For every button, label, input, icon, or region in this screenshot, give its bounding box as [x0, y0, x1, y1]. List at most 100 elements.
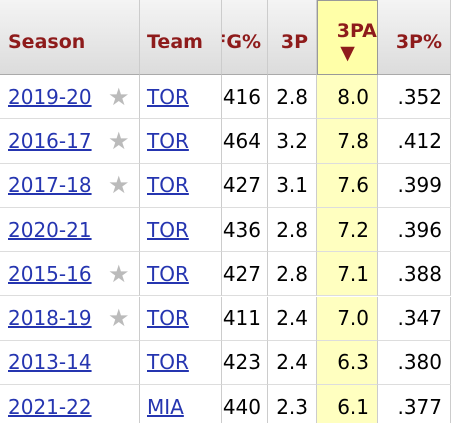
table-cell: .411 — [222, 296, 268, 341]
header-cell[interactable]: 3P% — [378, 0, 451, 75]
table-cell: MIA — [140, 385, 222, 423]
table-cell: 2.8 — [268, 252, 317, 297]
table-cell: .388 — [378, 252, 451, 297]
header-cell[interactable]: 3PA ▼ — [317, 0, 378, 75]
table-cell: .427 — [222, 163, 268, 208]
table-cell: 2020-21 — [0, 207, 140, 253]
stat-value: .399 — [397, 173, 442, 198]
stat-value: .412 — [397, 128, 442, 153]
stat-value: 7.2 — [337, 217, 369, 242]
season-link[interactable]: 2018-19 — [8, 306, 92, 331]
team-link[interactable]: TOR — [147, 350, 189, 375]
table-cell: TOR — [140, 75, 222, 120]
stat-value: 7.1 — [337, 261, 369, 286]
table-cell: 7.0 — [317, 296, 378, 341]
season-link[interactable]: 2021-22 — [8, 394, 92, 419]
team-link[interactable]: TOR — [147, 217, 189, 242]
stat-value: 2.8 — [276, 261, 308, 286]
season-link[interactable]: 2019-20 — [8, 84, 92, 109]
stat-value: 2.4 — [276, 350, 308, 375]
table-cell: 7.8 — [317, 119, 378, 164]
table-cell: 7.1 — [317, 252, 378, 297]
season-link[interactable]: 2016-17 — [8, 128, 92, 153]
stat-value: 7.6 — [337, 173, 369, 198]
table-cell: 2.3 — [268, 385, 317, 423]
table-cell: 3.1 — [268, 163, 317, 208]
header-cell[interactable]: Season — [0, 0, 140, 75]
stat-value: .352 — [397, 84, 442, 109]
stat-value: 7.0 — [337, 306, 369, 331]
table-cell: 2.8 — [268, 207, 317, 253]
stat-value: 6.1 — [337, 394, 369, 419]
all-star-icon: ★ — [108, 82, 130, 111]
table-cell: 8.0 — [317, 75, 378, 120]
table-cell: .380 — [378, 340, 451, 386]
stat-value: .427 — [222, 173, 261, 198]
team-link[interactable]: MIA — [147, 394, 184, 419]
header-cell[interactable]: 3P — [268, 0, 317, 75]
team-link[interactable]: TOR — [147, 261, 189, 286]
table-cell: .440 — [222, 385, 268, 423]
table-cell: 7.6 — [317, 163, 378, 208]
table-cell: TOR — [140, 252, 222, 297]
stat-value: .377 — [397, 394, 442, 419]
all-star-icon: ★ — [108, 126, 130, 155]
team-link[interactable]: TOR — [147, 173, 189, 198]
stat-value: .416 — [222, 84, 261, 109]
stat-value: 3.2 — [276, 128, 308, 153]
table-cell: 2015-16 ★ — [0, 252, 140, 297]
stat-value: .396 — [397, 217, 442, 242]
header-label[interactable]: 3PA — [336, 20, 377, 42]
table-cell: .436 — [222, 207, 268, 253]
table-cell: 3.2 — [268, 119, 317, 164]
sort-arrow[interactable]: ▼ — [340, 42, 355, 64]
team-link[interactable]: TOR — [147, 84, 189, 109]
stat-value: .440 — [222, 394, 261, 419]
table-cell: .396 — [378, 207, 451, 253]
stat-value: .380 — [397, 350, 442, 375]
header-label[interactable]: Season — [8, 31, 86, 53]
header-label[interactable]: 3P% — [395, 31, 442, 53]
table-cell: .423 — [222, 340, 268, 386]
stat-value: 8.0 — [337, 84, 369, 109]
table-cell: 2018-19 ★ — [0, 296, 140, 341]
table-cell: TOR — [140, 340, 222, 386]
stat-value: 2.4 — [276, 306, 308, 331]
stat-value: .388 — [397, 261, 442, 286]
table-cell: 2019-20 ★ — [0, 75, 140, 120]
table-cell: 2016-17 ★ — [0, 119, 140, 164]
stat-value: 7.8 — [337, 128, 369, 153]
stat-value: 6.3 — [337, 350, 369, 375]
table-cell: 2013-14 — [0, 340, 140, 386]
table-cell: .352 — [378, 75, 451, 120]
table-cell: TOR — [140, 163, 222, 208]
season-link[interactable]: 2015-16 — [8, 261, 92, 286]
stat-value: 2.8 — [276, 84, 308, 109]
stat-value: .347 — [397, 306, 442, 331]
header-label[interactable]: 3P — [280, 31, 308, 53]
table-cell: 2.8 — [268, 75, 317, 120]
all-star-icon: ★ — [108, 304, 130, 333]
stat-value: .423 — [222, 350, 261, 375]
season-link[interactable]: 2013-14 — [8, 350, 92, 375]
table-cell: 2.4 — [268, 296, 317, 341]
team-link[interactable]: TOR — [147, 128, 189, 153]
table-cell: TOR — [140, 207, 222, 253]
table-cell: 6.3 — [317, 340, 378, 386]
all-star-icon: ★ — [108, 171, 130, 200]
table-cell: .399 — [378, 163, 451, 208]
season-link[interactable]: 2020-21 — [8, 217, 92, 242]
table-cell: 2021-22 — [0, 385, 140, 423]
all-star-icon: ★ — [108, 259, 130, 288]
stat-value: 2.8 — [276, 217, 308, 242]
header-label[interactable]: FG% — [222, 31, 261, 53]
team-link[interactable]: TOR — [147, 306, 189, 331]
header-label[interactable]: Team — [147, 31, 203, 53]
header-cell[interactable]: FG% — [222, 0, 268, 75]
stat-value: .427 — [222, 261, 261, 286]
table-cell: .464 — [222, 119, 268, 164]
season-link[interactable]: 2017-18 — [8, 173, 92, 198]
table-cell: 6.1 — [317, 385, 378, 423]
header-cell[interactable]: Team — [140, 0, 222, 75]
